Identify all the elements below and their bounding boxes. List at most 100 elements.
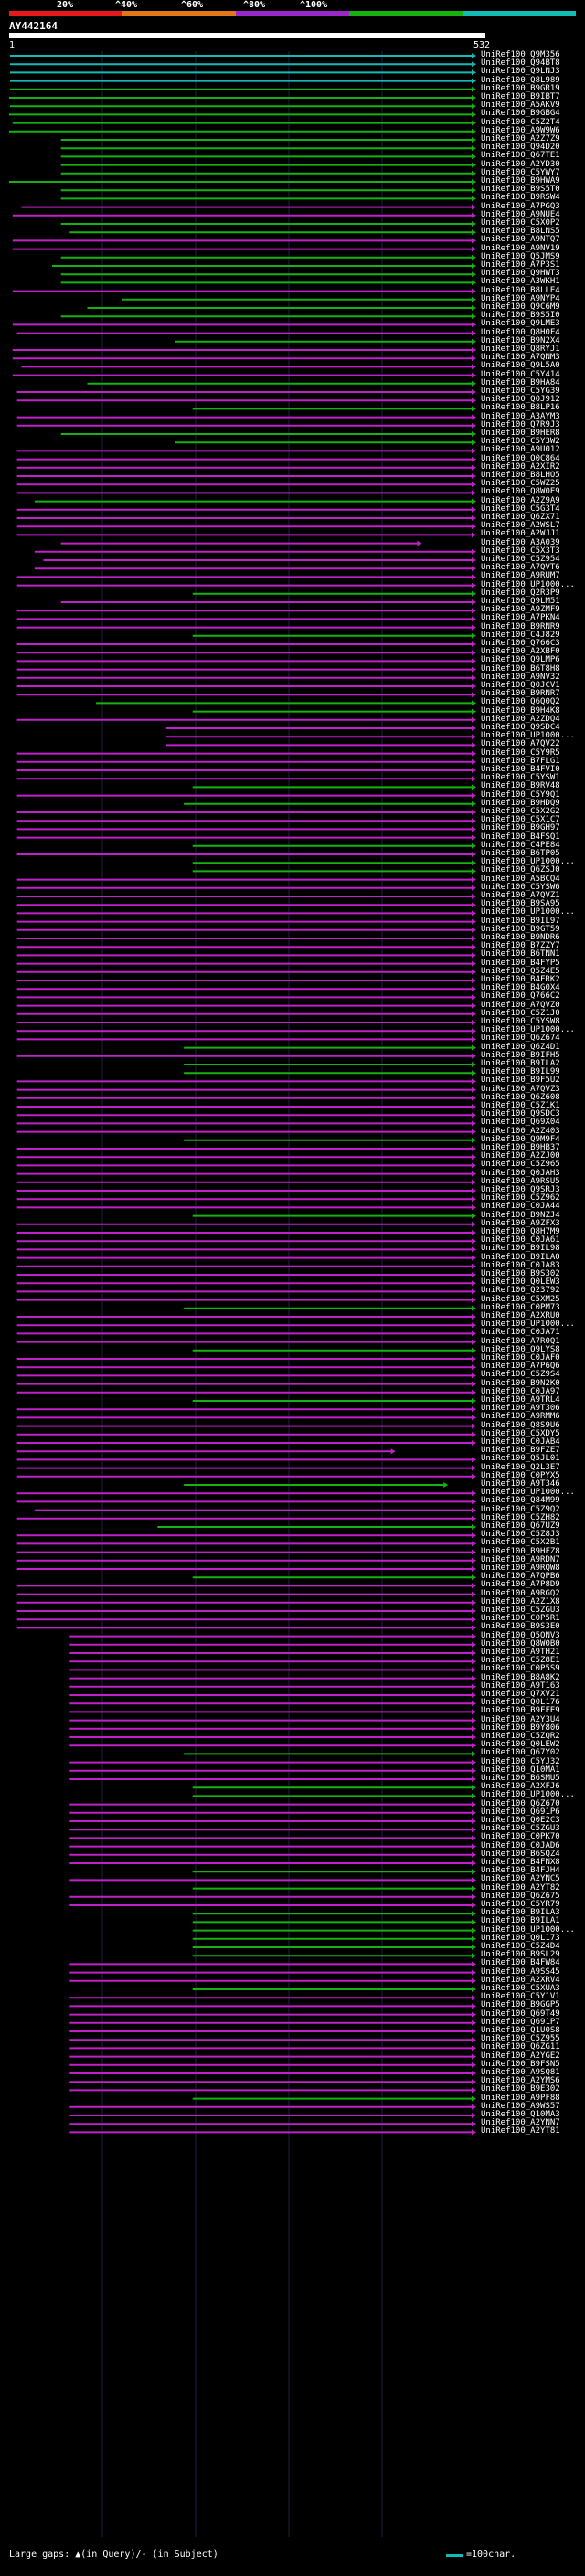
hit-label[interactable]: UniRef100_A9RSU5 (481, 1176, 560, 1186)
hit-label[interactable]: UniRef100_B8A8K2 (481, 1672, 560, 1682)
hit-label[interactable]: UniRef100_Q8RYJ1 (481, 345, 560, 354)
hit-label[interactable]: UniRef100_B9N2K0 (481, 1378, 560, 1388)
hit-label[interactable]: UniRef100_B9GH97 (481, 823, 560, 833)
hit-label[interactable]: UniRef100_C5Y9Q1 (481, 790, 560, 800)
hit-label[interactable]: UniRef100_Q2L3E7 (481, 1462, 560, 1472)
hit-label[interactable]: UniRef100_UP1000... (481, 731, 575, 741)
hit-label[interactable]: UniRef100_B7ZZY7 (481, 941, 560, 951)
hit-label[interactable]: UniRef100_C5Z9Q2 (481, 1504, 560, 1514)
hit-label[interactable]: UniRef100_C5ZGU3 (481, 1824, 560, 1834)
hit-label[interactable]: UniRef100_A9TRL4 (481, 1395, 560, 1405)
hit-label[interactable]: UniRef100_A9ZFX3 (481, 1218, 560, 1228)
hit-label[interactable]: UniRef100_A7PKN4 (481, 613, 560, 623)
hit-label[interactable]: UniRef100_B9H4K8 (481, 705, 560, 716)
hit-label[interactable]: UniRef100_Q6Z674 (481, 1034, 560, 1044)
hit-label[interactable]: UniRef100_A2XIR2 (481, 461, 560, 472)
hit-label[interactable]: UniRef100_Q23792 (481, 1286, 560, 1296)
hit-label[interactable]: UniRef100_B6TP05 (481, 849, 560, 858)
hit-label[interactable]: UniRef100_UP1000... (481, 1790, 575, 1800)
hit-label[interactable]: UniRef100_Q67Y02 (481, 1748, 560, 1758)
hit-label[interactable]: UniRef100_A9NYP4 (481, 293, 560, 303)
hit-label[interactable]: UniRef100_C5X2G2 (481, 807, 560, 816)
hit-label[interactable]: UniRef100_C0JA44 (481, 1202, 560, 1212)
hit-label[interactable]: UniRef100_C5Y9R5 (481, 747, 560, 758)
hit-label[interactable]: UniRef100_A9NV32 (481, 672, 560, 682)
hit-label[interactable]: UniRef100_C5YG39 (481, 387, 560, 396)
hit-label[interactable]: UniRef100_C5YWY7 (481, 167, 560, 177)
hit-label[interactable]: UniRef100_B6SMU5 (481, 1774, 560, 1783)
hit-label[interactable]: UniRef100_A2WJJ1 (481, 529, 560, 539)
hit-label[interactable]: UniRef100_C0JA71 (481, 1328, 560, 1338)
hit-label[interactable]: UniRef100_Q9LMP6 (481, 655, 560, 665)
hit-label[interactable]: UniRef100_A7P3S1 (481, 260, 560, 270)
hit-label[interactable]: UniRef100_Q9HWT3 (481, 269, 560, 279)
hit-label[interactable]: UniRef100_Q9SDC3 (481, 1109, 560, 1119)
hit-label[interactable]: UniRef100_B9N2X4 (481, 335, 560, 345)
hit-label[interactable]: UniRef100_Q0L173 (481, 1933, 560, 1943)
hit-label[interactable]: UniRef100_UP1000... (481, 1924, 575, 1935)
hit-label[interactable]: UniRef100_C0JAD6 (481, 1840, 560, 1850)
hit-label[interactable]: UniRef100_C5ZQR2 (481, 1732, 560, 1741)
hit-label[interactable]: UniRef100_B4FJH4 (481, 1866, 560, 1876)
hit-label[interactable]: UniRef100_B6TNN1 (481, 949, 560, 959)
hit-label[interactable]: UniRef100_UP1000... (481, 907, 575, 917)
hit-label[interactable]: UniRef100_C0P5S9 (481, 1664, 560, 1674)
hit-label[interactable]: UniRef100_A9PF88 (481, 2093, 560, 2103)
hit-label[interactable]: UniRef100_A9TH21 (481, 1648, 560, 1657)
hit-label[interactable]: UniRef100_Q7R9J3 (481, 419, 560, 429)
hit-label[interactable]: UniRef100_C0PK70 (481, 1832, 560, 1842)
hit-label[interactable]: UniRef100_B9IFH5 (481, 1050, 560, 1060)
hit-label[interactable]: UniRef100_A2Y3U4 (481, 1714, 560, 1724)
hit-label[interactable]: UniRef100_Q0JAH3 (481, 1168, 560, 1178)
hit-label[interactable]: UniRef100_Q9M356 (481, 50, 560, 59)
hit-label[interactable]: UniRef100_C5X0P2 (481, 218, 560, 228)
hit-label[interactable]: UniRef100_Q69T49 (481, 2009, 560, 2019)
hit-label[interactable]: UniRef100_Q0C864 (481, 453, 560, 463)
hit-label[interactable]: UniRef100_Q8L989 (481, 75, 560, 85)
hit-label[interactable]: UniRef100_B6SQZ4 (481, 1849, 560, 1859)
hit-label[interactable]: UniRef100_C0PM73 (481, 1302, 560, 1312)
hit-label[interactable]: UniRef100_A7PGQ3 (481, 201, 560, 211)
hit-label[interactable]: UniRef100_B4FRK2 (481, 975, 560, 984)
hit-label[interactable]: UniRef100_Q10MA3 (481, 2110, 560, 2119)
hit-label[interactable]: UniRef100_Q6Q0Q2 (481, 697, 560, 707)
hit-label[interactable]: UniRef100_Q7XV21 (481, 1690, 560, 1699)
hit-label[interactable]: UniRef100_C5Y1V1 (481, 1992, 560, 2002)
hit-label[interactable]: UniRef100_Q69X04 (481, 1118, 560, 1128)
hit-label[interactable]: UniRef100_B9HA84 (481, 377, 560, 387)
hit-label[interactable]: UniRef100_A2YT81 (481, 2126, 560, 2136)
hit-label[interactable]: UniRef100_Q67UZ9 (481, 1521, 560, 1531)
hit-label[interactable]: UniRef100_A2ZDQ4 (481, 714, 560, 724)
hit-label[interactable]: UniRef100_A2YD30 (481, 159, 560, 169)
hit-label[interactable]: UniRef100_A2WSL7 (481, 521, 560, 531)
hit-label[interactable]: UniRef100_A2XRV4 (481, 1975, 560, 1985)
hit-label[interactable]: UniRef100_A9RMM6 (481, 1412, 560, 1422)
hit-label[interactable]: UniRef100_A5BCQ4 (481, 874, 560, 884)
hit-label[interactable]: UniRef100_B9NDR6 (481, 933, 560, 942)
hit-label[interactable]: UniRef100_B4FVI0 (481, 765, 560, 774)
hit-label[interactable]: UniRef100_C4PE84 (481, 840, 560, 850)
hit-label[interactable]: UniRef100_C5G3T4 (481, 504, 560, 514)
hit-label[interactable]: UniRef100_Q6ZSJ0 (481, 865, 560, 875)
hit-label[interactable]: UniRef100_B4FNX8 (481, 1858, 560, 1867)
hit-label[interactable]: UniRef100_Q9M9F4 (481, 1134, 560, 1144)
hit-label[interactable]: UniRef100_B9RV48 (481, 781, 560, 791)
hit-label[interactable]: UniRef100_Q9SDC4 (481, 723, 560, 732)
hit-label[interactable]: UniRef100_B9F5U2 (481, 1076, 560, 1086)
hit-label[interactable]: UniRef100_B9FSN5 (481, 2059, 560, 2069)
hit-label[interactable]: UniRef100_Q6ZG11 (481, 2042, 560, 2052)
hit-label[interactable]: UniRef100_A7QVZ0 (481, 1000, 560, 1010)
hit-label[interactable]: UniRef100_B9HB37 (481, 1143, 560, 1152)
hit-label[interactable]: UniRef100_C0JAB4 (481, 1437, 560, 1447)
hit-label[interactable]: UniRef100_Q6Z4D1 (481, 1042, 560, 1052)
hit-label[interactable]: UniRef100_C5X3T3 (481, 546, 560, 556)
hit-label[interactable]: UniRef100_A9RGQ2 (481, 1588, 560, 1598)
hit-label[interactable]: UniRef100_C5WZ25 (481, 479, 560, 489)
hit-label[interactable]: UniRef100_B8LP16 (481, 403, 560, 413)
hit-label[interactable]: UniRef100_A7QV22 (481, 739, 560, 749)
hit-label[interactable]: UniRef100_C5Y3W2 (481, 437, 560, 447)
hit-label[interactable]: UniRef100_A2YMS6 (481, 2076, 560, 2086)
hit-label[interactable]: UniRef100_Q0JCV1 (481, 681, 560, 690)
hit-label[interactable]: UniRef100_UP1000... (481, 1488, 575, 1498)
hit-label[interactable]: UniRef100_A9SQ81 (481, 2068, 560, 2077)
